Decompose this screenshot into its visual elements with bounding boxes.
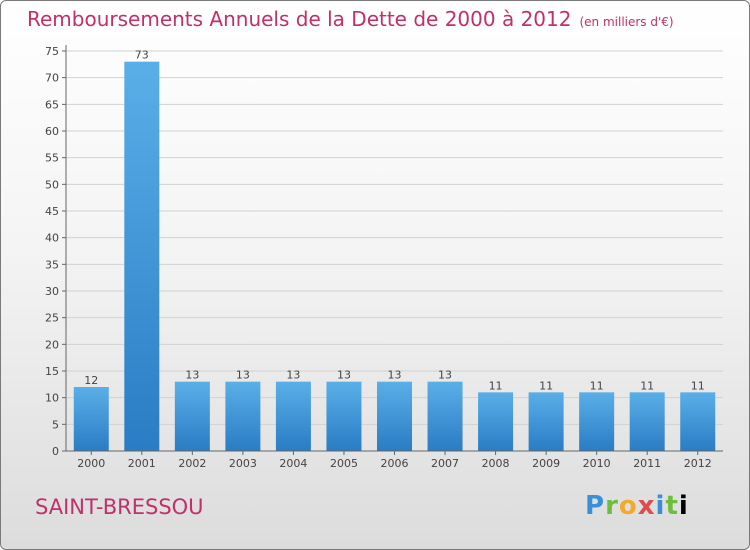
proxiti-logo[interactable]: Proxiti: [585, 491, 689, 521]
data-label: 11: [590, 379, 604, 392]
bar: [528, 392, 564, 451]
data-label: 73: [135, 49, 149, 62]
bar: [427, 381, 463, 451]
logo-letter: P: [585, 491, 606, 521]
y-tick-label: 40: [45, 232, 59, 245]
x-tick-label: 2000: [77, 457, 105, 470]
x-tick-label: 2001: [128, 457, 156, 470]
data-label: 11: [640, 379, 654, 392]
y-tick-label: 5: [52, 418, 59, 431]
x-tick-label: 2010: [583, 457, 611, 470]
logo-letter: o: [618, 491, 638, 521]
labels: 0 5 10 15 20 25 30 35 40 45 50 55 60 65 70 75 12 2000 73 20…: [45, 45, 712, 470]
x-tick-label: 2007: [431, 457, 459, 470]
bar: [579, 392, 615, 451]
x-tick-label: 2012: [684, 457, 712, 470]
logo-letter: x: [637, 491, 656, 521]
bar: [629, 392, 665, 451]
data-label: 11: [489, 379, 503, 392]
y-tick-label: 35: [45, 258, 59, 271]
x-tick-label: 2005: [330, 457, 358, 470]
y-tick-label: 45: [45, 205, 59, 218]
data-label: 13: [236, 369, 250, 382]
y-tick-label: 70: [45, 72, 59, 85]
x-tick-label: 2008: [482, 457, 510, 470]
bar: [73, 387, 109, 451]
x-tick-label: 2011: [633, 457, 661, 470]
chart-unit: (en milliers d'€): [579, 15, 674, 29]
data-label: 13: [388, 369, 402, 382]
y-tick-label: 15: [45, 365, 59, 378]
y-tick-label: 65: [45, 98, 59, 111]
data-label: 11: [691, 379, 705, 392]
bar: [377, 381, 412, 451]
y-tick-label: 60: [45, 125, 59, 138]
bar: [225, 381, 261, 451]
x-tick-label: 2003: [229, 457, 257, 470]
x-tick-label: 2009: [532, 457, 560, 470]
data-label: 13: [185, 369, 199, 382]
data-label: 13: [286, 369, 300, 382]
bar: [174, 381, 210, 451]
y-tick-label: 0: [52, 445, 59, 458]
x-tick-label: 2006: [381, 457, 409, 470]
logo-letter: i: [655, 491, 666, 521]
data-label: 11: [539, 379, 553, 392]
x-tick-label: 2002: [178, 457, 206, 470]
data-label: 12: [84, 374, 98, 387]
chart-title: Remboursements Annuels de la Dette de 20…: [27, 7, 674, 31]
y-tick-label: 75: [45, 45, 59, 58]
y-tick-label: 25: [45, 312, 59, 325]
bar: [326, 381, 362, 451]
x-tick-label: 2004: [279, 457, 307, 470]
bar: [124, 61, 160, 452]
commune-name: SAINT-BRESSOU: [35, 495, 204, 519]
data-label: 13: [337, 369, 351, 382]
bars: [73, 61, 716, 452]
y-tick-label: 20: [45, 338, 59, 351]
y-tick-label: 30: [45, 285, 59, 298]
data-label: 13: [438, 369, 452, 382]
axes: [62, 45, 723, 455]
y-tick-label: 50: [45, 178, 59, 191]
y-tick-label: 10: [45, 392, 59, 405]
y-tick-label: 55: [45, 152, 59, 165]
bar: [680, 392, 716, 451]
logo-letter: i: [678, 491, 689, 521]
logo-letter: t: [665, 491, 679, 521]
logo-letter: r: [605, 491, 619, 521]
bar: [275, 381, 311, 451]
bar: [478, 392, 514, 451]
